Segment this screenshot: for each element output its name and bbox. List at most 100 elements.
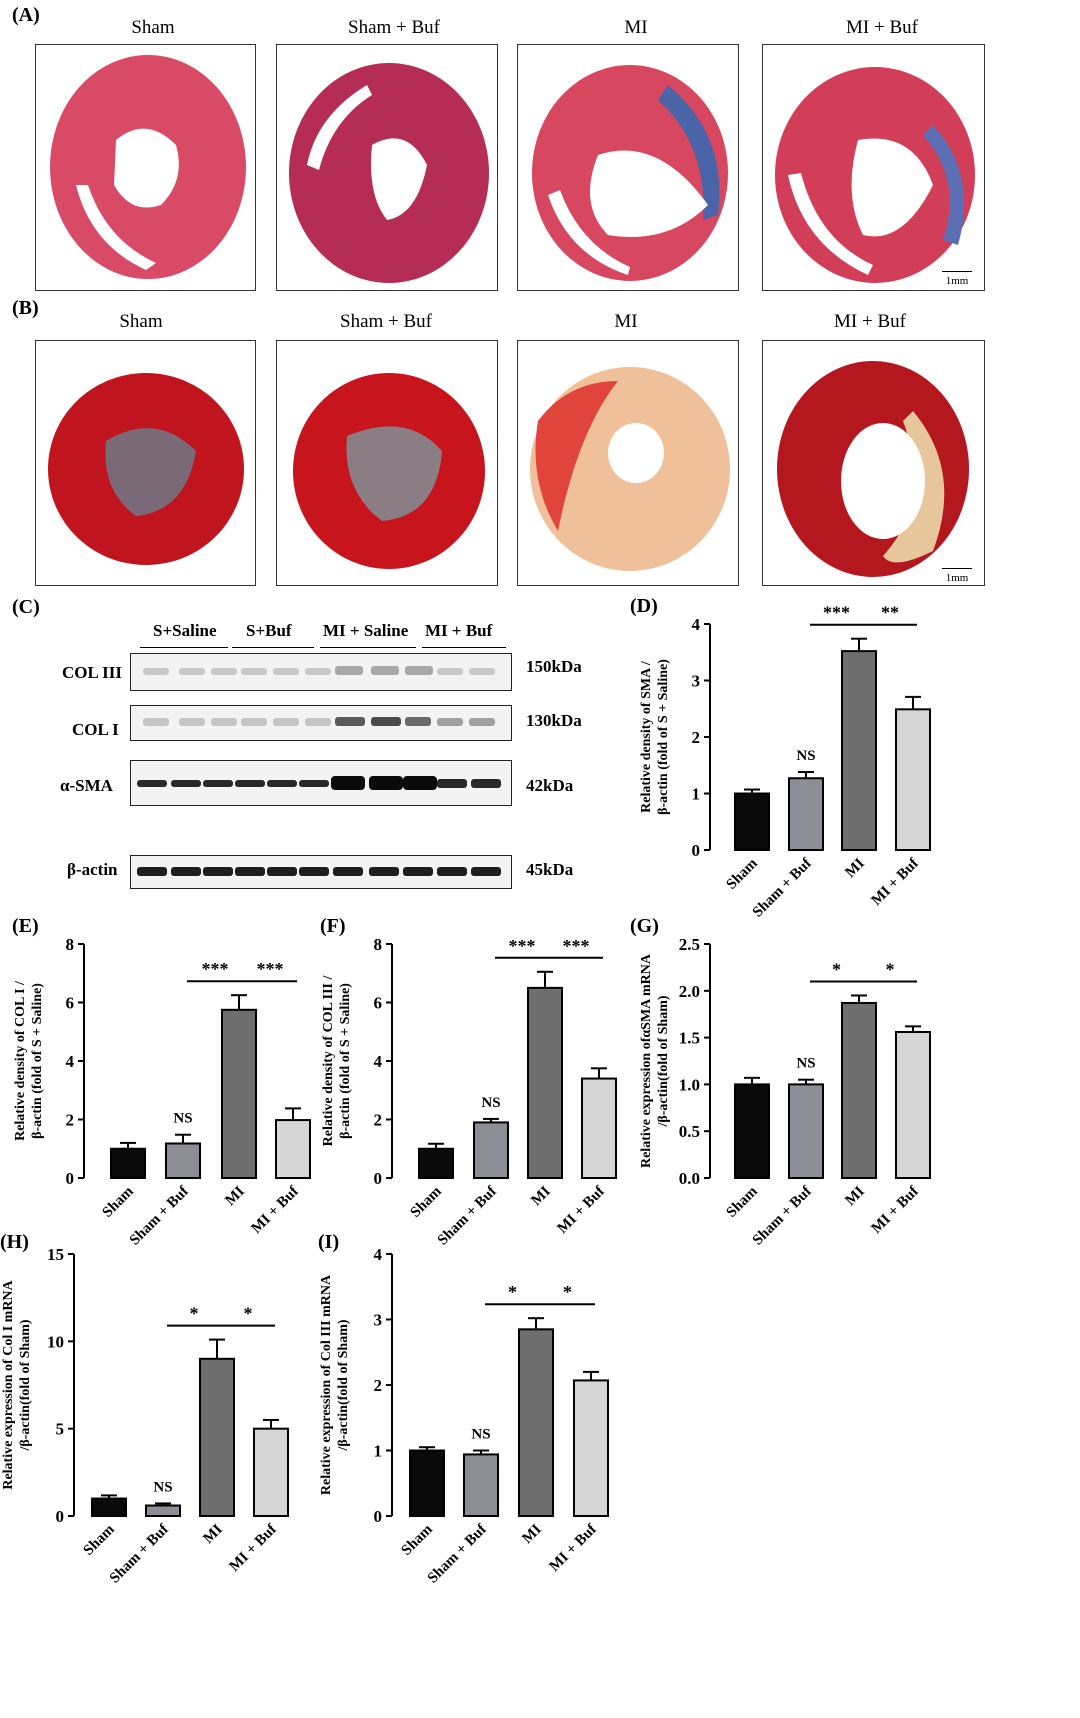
significance-label: NS: [796, 748, 815, 764]
wb-lane-underline-3: [320, 647, 416, 648]
scale-bar-a-label: 1mm: [945, 275, 969, 287]
x-tick-label: Sham + Buf: [425, 1521, 491, 1587]
wb-lane-label-s-saline: S+Saline: [153, 621, 217, 640]
bar: [527, 986, 563, 1179]
y-tick-label: 6: [66, 994, 75, 1013]
panel-b-caption-sham-buf: Sham + Buf: [340, 311, 432, 332]
significance-label: *: [244, 1304, 253, 1324]
y-axis-label: Relative expression of Col I mRNA: [1, 1279, 16, 1489]
x-tick-label: MI + Buf: [227, 1521, 281, 1575]
significance-label: *: [886, 959, 895, 979]
chart-f: (F) 0 2 4 6 8 Relative density of COL III / β-a…: [320, 915, 617, 1249]
bar: [841, 650, 877, 852]
y-tick-label: 1.0: [679, 1075, 700, 1094]
bar: [581, 1077, 617, 1179]
chart-g: (G) 0.0 0.5 1.0 1.5 2.0 2.5 Relative expression…: [630, 915, 931, 1249]
masson-image-sham: [35, 44, 256, 291]
y-tick-label: 3: [692, 672, 701, 691]
y-axis-label: β-actin (fold of S + Saline): [656, 659, 671, 815]
ttc-image-sham-buf: [276, 340, 498, 586]
y-axis-label: /β-actin(fold of Sham): [336, 1319, 351, 1451]
significance-label: *: [508, 1282, 517, 1302]
bar: [145, 1504, 181, 1517]
wb-lane-underline-2: [232, 647, 314, 648]
bar: [734, 792, 770, 851]
panel-b-caption-mi-buf: MI + Buf: [834, 311, 906, 332]
y-axis-label: /β-actin(fold of Sham): [656, 995, 671, 1127]
panel-label: (E): [12, 915, 39, 937]
panel-label: (D): [630, 595, 658, 617]
wb-row-label-beta-actin: β-actin: [67, 860, 118, 879]
significance-label: *: [190, 1304, 199, 1324]
x-tick-label: MI: [842, 855, 868, 881]
y-axis-label: Relative expression ofαSMA mRNA: [639, 953, 654, 1168]
y-axis-label: Relative expression of Col III mRNA: [319, 1274, 334, 1495]
y-tick-label: 0: [66, 1169, 75, 1188]
panel-label: (G): [630, 915, 659, 937]
wb-lane-underline-1: [140, 647, 228, 648]
y-axis-label: Relative density of COL I /: [13, 980, 28, 1141]
x-tick-label: Sham: [81, 1521, 119, 1559]
x-tick-label: Sham + Buf: [750, 855, 816, 921]
panel-a-caption-mi-buf: MI + Buf: [846, 17, 918, 38]
panel-b-caption-mi: MI: [614, 311, 638, 332]
wb-kda-alpha-sma: 42kDa: [526, 776, 574, 795]
y-tick-label: 2: [374, 1111, 383, 1130]
y-tick-label: 0.0: [679, 1169, 700, 1188]
wb-row-label-alpha-sma: α-SMA: [60, 776, 113, 795]
wb-lane-label-mi-buf: MI + Buf: [425, 621, 493, 640]
panel-label: (F): [320, 915, 346, 937]
x-tick-label: Sham: [100, 1183, 138, 1221]
bar: [165, 1142, 201, 1179]
masson-image-mi: [517, 44, 739, 291]
bar: [110, 1147, 146, 1179]
y-tick-label: 0: [692, 841, 701, 860]
significance-label: *: [832, 959, 841, 979]
significance-label: **: [881, 603, 899, 623]
significance-label: *: [563, 1282, 572, 1302]
wb-kda-beta-actin: 45kDa: [526, 860, 574, 879]
wb-lane-label-mi-saline: MI + Saline: [323, 621, 409, 640]
significance-label: ***: [823, 603, 850, 623]
wb-lane-label-s-buf: S+Buf: [246, 621, 292, 640]
y-tick-label: 1: [374, 1442, 383, 1461]
y-tick-label: 3: [374, 1311, 383, 1330]
significance-label: NS: [173, 1111, 192, 1127]
y-tick-label: 2.0: [679, 982, 700, 1001]
panel-label: (I): [318, 1231, 339, 1253]
x-tick-label: MI + Buf: [547, 1521, 601, 1575]
ttc-image-sham: [35, 340, 256, 586]
bar: [91, 1497, 127, 1517]
chart-i: (I) 0 1 2 3 4 Relative expression of Col III m…: [318, 1231, 609, 1587]
wb-kda-col-i: 130kDa: [526, 711, 582, 730]
x-tick-label: Sham: [399, 1521, 437, 1559]
panel-a-label: (A): [12, 4, 40, 26]
y-axis-label: β-actin (fold of S + Saline): [30, 983, 45, 1139]
ttc-image-mi: [517, 340, 739, 586]
wb-row-label-col-iii: COL III: [62, 663, 122, 682]
x-tick-label: MI: [519, 1521, 545, 1547]
bar: [418, 1147, 454, 1179]
x-tick-label: Sham + Buf: [750, 1183, 816, 1249]
bar: [734, 1083, 770, 1179]
x-tick-label: MI + Buf: [869, 1183, 923, 1237]
x-tick-label: MI: [528, 1183, 554, 1209]
x-tick-label: MI: [222, 1183, 248, 1209]
significance-label: ***: [257, 959, 284, 979]
blot-alpha-sma: [130, 760, 512, 806]
x-tick-label: MI + Buf: [869, 855, 923, 909]
panel-label: (H): [0, 1231, 29, 1253]
bar: [253, 1427, 289, 1518]
chart-h: (H) 0 5 10 15 Relative expression of Col I mR…: [0, 1231, 289, 1587]
bar: [409, 1449, 445, 1517]
y-axis-label: Relative density of COL III /: [321, 975, 336, 1147]
bar: [788, 777, 824, 851]
y-tick-label: 4: [692, 615, 701, 634]
y-tick-label: 2: [66, 1111, 75, 1130]
bar: [895, 1030, 931, 1180]
bar: [221, 1008, 257, 1179]
y-tick-label: 4: [374, 1052, 383, 1071]
wb-lane-underline-4: [422, 647, 506, 648]
chart-d: (D) 0 1 2 3 4 Relative density of SMA / β-actin…: [630, 595, 931, 921]
x-tick-label: Sham: [724, 855, 762, 893]
